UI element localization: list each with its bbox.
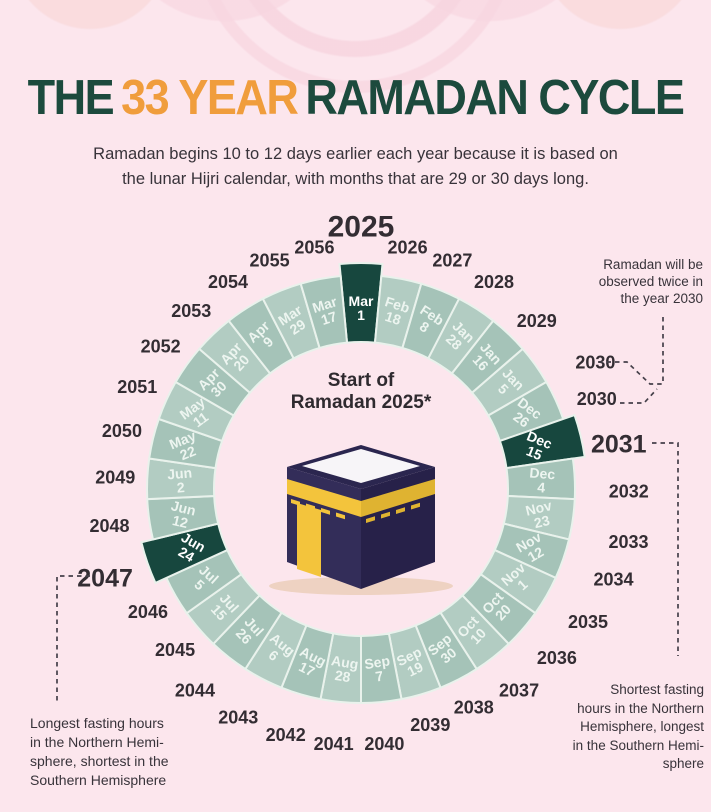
dashed-connector-2031-shortest: [652, 442, 679, 656]
year-label-2054: 2054: [208, 272, 248, 292]
kaaba-band-dash: [381, 511, 390, 519]
year-label-2039: 2039: [410, 715, 450, 735]
segment-date-label: Feb18: [379, 293, 412, 329]
segment-date-label: Dec4: [528, 464, 556, 496]
segment-date-label: Sep7: [363, 652, 393, 686]
year-label-2036: 2036: [537, 648, 577, 668]
dashed-connector-2047-longest: [56, 575, 90, 701]
dashed-connector-2030-first: [598, 361, 662, 385]
kaaba-band-dash: [321, 508, 330, 515]
year-label-2028: 2028: [474, 272, 514, 292]
year-label-2050: 2050: [102, 421, 142, 441]
year-label-2032: 2032: [609, 481, 649, 501]
segment-date-label: Jun2: [167, 464, 194, 496]
year-label-2055: 2055: [250, 251, 290, 271]
year-label-2048: 2048: [89, 516, 129, 536]
year-label-2047: 2047: [77, 565, 133, 593]
kaaba-band-dash: [336, 512, 345, 520]
kaaba-band-dash: [366, 516, 375, 523]
segment-date-label: Jun12: [166, 497, 197, 532]
year-label-2027: 2027: [432, 251, 472, 271]
year-label-2044: 2044: [175, 680, 215, 700]
annotation-line: Shortest fasting: [610, 682, 704, 697]
year-label-2038: 2038: [454, 698, 494, 718]
annotation-longest-fasting: Longest fasting hours in the Northern He…: [30, 714, 230, 790]
segment-date-label: Sep19: [394, 644, 430, 682]
wheel-labels-layer: Mar 12025Feb182026Feb82027Jan282028Jan162…: [77, 211, 648, 754]
year-label-2033: 2033: [608, 532, 648, 552]
segment-date-label: Mar17: [310, 293, 343, 329]
segment-date-label: May22: [167, 427, 204, 465]
annotation-twice-2030: Ramadan will be observed twice in the ye…: [543, 256, 703, 307]
annotation-line: sphere: [662, 756, 704, 771]
annotation-line: observed twice in: [598, 274, 703, 289]
annotation-line: Ramadan will be: [603, 257, 703, 272]
page-title: THE 33 YEAR RAMADAN CYCLE: [0, 72, 711, 122]
center-label-line1: Start of: [328, 370, 395, 391]
annotation-line: the year 2030: [620, 291, 703, 306]
kaaba-top-marble: [302, 449, 420, 483]
kaaba-illustration: [269, 445, 453, 595]
wheel-segment-2056-Mar17: [299, 274, 349, 350]
wheel-segments-layer: [140, 261, 586, 705]
subtitle-line-2: the lunar Hijri calendar, with months th…: [122, 169, 589, 188]
year-label-2042: 2042: [266, 725, 306, 745]
kaaba-band-dash: [396, 507, 405, 514]
year-label-2046: 2046: [128, 602, 168, 622]
annotation-line: sphere, shortest in the: [30, 753, 169, 769]
year-label-2026: 2026: [388, 237, 428, 257]
subtitle: Ramadan begins 10 to 12 days earlier eac…: [0, 142, 711, 192]
title-ramadan-cycle: RAMADAN CYCLE: [305, 68, 685, 125]
annotation-line: Hemisphere, longest: [580, 719, 704, 734]
year-label-2049: 2049: [95, 467, 135, 487]
annotation-shortest-fasting: Shortest fasting hours in the Northern H…: [509, 681, 704, 774]
annotation-line: Southern Hemisphere: [30, 772, 167, 788]
year-label-2041: 2041: [314, 734, 354, 754]
year-label-2045: 2045: [155, 640, 195, 660]
kaaba-gold-band-front: [287, 479, 361, 517]
center-label-line2: Ramadan 2025*: [291, 392, 432, 413]
year-label-2052: 2052: [141, 336, 181, 356]
year-label-2034: 2034: [593, 569, 633, 589]
annotation-line: in the Southern Hemi-: [572, 737, 704, 753]
year-label-2037: 2037: [499, 680, 539, 700]
segment-date-label: Mar 1: [349, 293, 374, 323]
kaaba-band-dash: [411, 502, 420, 510]
kaaba-door: [297, 503, 321, 577]
year-label-2053: 2053: [171, 301, 211, 321]
title-33-year: 33 YEAR: [121, 68, 299, 125]
year-label-2025: 2025: [328, 211, 395, 244]
year-label-2029: 2029: [517, 311, 557, 331]
year-label-2035: 2035: [568, 612, 608, 632]
subtitle-line-1: Ramadan begins 10 to 12 days earlier eac…: [93, 145, 618, 163]
year-label-2030: 2030: [575, 352, 615, 372]
annotation-line: hours in the Northern: [577, 700, 704, 716]
segment-date-label: Nov23: [524, 497, 557, 532]
year-label-2056: 2056: [294, 237, 334, 257]
annotation-line: Longest fasting hours: [30, 715, 164, 731]
segment-date-label: Aug28: [328, 652, 360, 686]
year-label-2030: 2030: [577, 389, 617, 409]
year-label-2051: 2051: [117, 377, 157, 397]
title-the: THE: [27, 68, 115, 125]
year-label-2040: 2040: [364, 734, 404, 754]
dashed-connectors: [56, 317, 679, 701]
year-label-2043: 2043: [218, 708, 258, 728]
dashed-connector-2030-second: [620, 388, 658, 404]
annotation-line: in the Northern Hemi-: [30, 734, 164, 750]
background-ornament: [0, 0, 711, 170]
year-label-2031: 2031: [591, 431, 647, 459]
kaaba-gold-band-side: [361, 479, 435, 517]
